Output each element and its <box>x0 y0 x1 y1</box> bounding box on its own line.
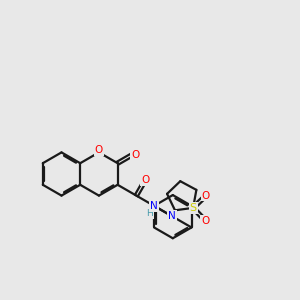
Text: O: O <box>141 175 149 185</box>
Text: O: O <box>202 190 210 201</box>
Text: O: O <box>201 216 209 226</box>
Text: H: H <box>146 209 153 218</box>
Text: O: O <box>131 150 140 160</box>
Text: N: N <box>168 211 176 221</box>
Text: S: S <box>190 203 197 213</box>
Text: O: O <box>95 145 103 155</box>
Text: N: N <box>150 201 158 211</box>
